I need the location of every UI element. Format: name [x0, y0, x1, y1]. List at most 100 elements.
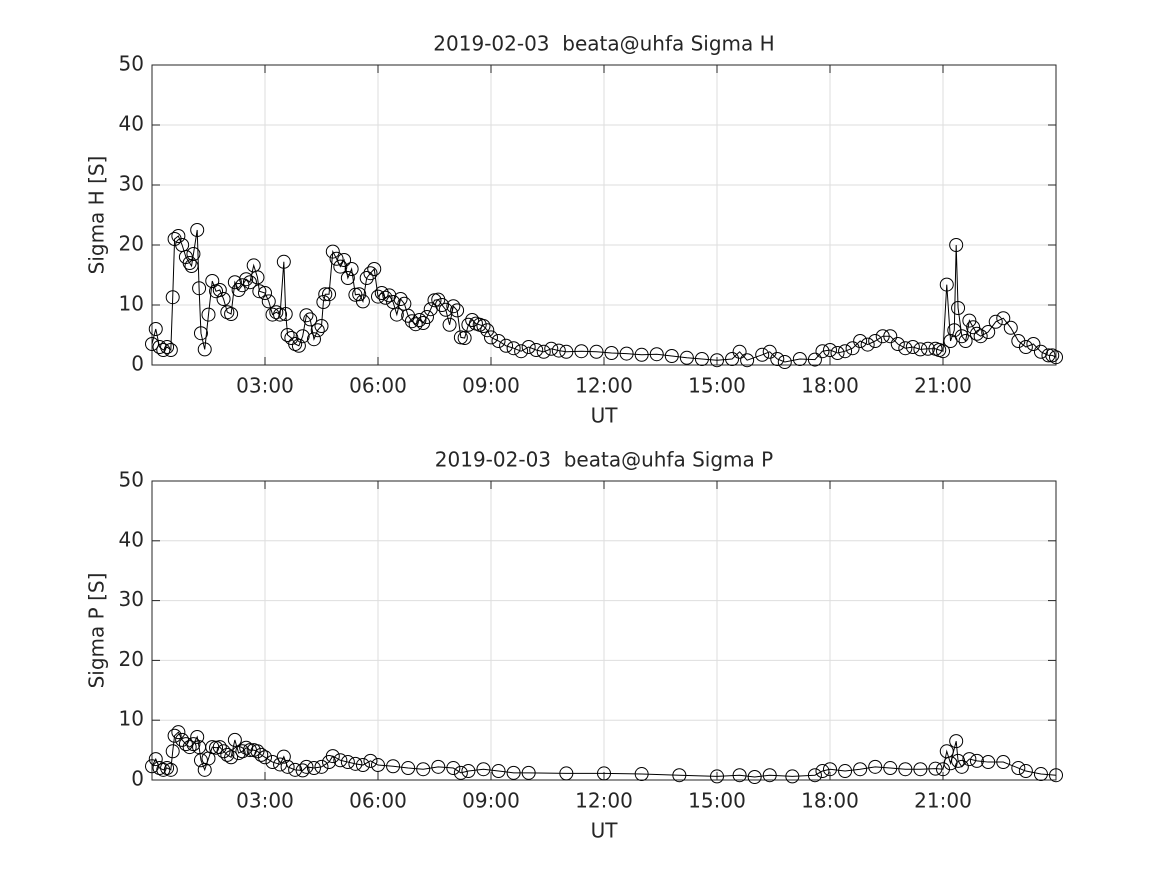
data-point [258, 750, 272, 765]
data-point [446, 299, 461, 314]
data-point [574, 344, 589, 359]
y-tick-label: 40 [119, 112, 144, 136]
data-point [355, 294, 370, 309]
data-point [269, 305, 284, 320]
data-point [521, 765, 536, 780]
data-point [435, 298, 450, 312]
data-point [969, 753, 984, 768]
data-point [261, 294, 276, 309]
data-point [337, 253, 352, 267]
data-point [239, 272, 254, 287]
y-tick-label: 30 [119, 172, 144, 196]
data-point [943, 756, 958, 771]
data-point [288, 762, 303, 777]
x-tick-label: 15:00 [688, 789, 746, 813]
chart-title: 2019-02-03 beata@uhfa Sigma H [433, 32, 774, 56]
data-point [209, 740, 224, 755]
x-axis-label: UT [591, 819, 619, 843]
data-point [890, 337, 905, 351]
data-point [770, 352, 785, 366]
data-point [838, 344, 853, 359]
data-point [273, 757, 288, 772]
data-point [310, 323, 325, 338]
data-point [276, 749, 291, 764]
x-tick-label: 21:00 [914, 789, 972, 813]
data-point [386, 295, 401, 309]
x-tick-label: 09:00 [462, 374, 520, 398]
data-point [171, 725, 186, 740]
data-point [807, 768, 822, 783]
data-point [939, 277, 954, 292]
data-point [193, 753, 208, 768]
data-point [958, 334, 973, 348]
data-point [649, 347, 664, 362]
data-point [344, 262, 359, 276]
data-point [1033, 767, 1048, 782]
data-point [280, 759, 295, 774]
data-point [913, 342, 928, 357]
data-point [363, 266, 378, 281]
data-point [227, 275, 242, 290]
data-point [920, 341, 935, 356]
data-point [868, 759, 883, 774]
data-point [589, 344, 604, 359]
data-point [193, 326, 208, 341]
data-point [299, 759, 314, 774]
data-point [340, 755, 355, 770]
data-point [996, 755, 1011, 770]
data-point [160, 340, 175, 354]
data-point [205, 274, 220, 288]
data-point [476, 319, 491, 333]
data-point [182, 256, 197, 270]
chart-title: 2019-02-03 beata@uhfa Sigma P [435, 448, 773, 472]
data-point [634, 347, 649, 362]
data-point [145, 759, 159, 774]
data-point [491, 764, 506, 779]
data-point [167, 728, 182, 743]
data-point [303, 312, 318, 327]
data-point [664, 349, 679, 363]
data-point [192, 281, 207, 296]
data-point [340, 271, 355, 285]
y-axis-label: Sigma P [S] [85, 573, 109, 689]
data-point [521, 340, 536, 354]
x-tick-label: 15:00 [688, 374, 746, 398]
data-point [619, 346, 634, 361]
y-axis-label: Sigma H [S] [85, 156, 109, 275]
data-point [762, 344, 777, 359]
data-point [165, 744, 180, 759]
data-point [969, 326, 984, 341]
data-point [506, 341, 521, 356]
data-point [212, 740, 227, 755]
data-point [815, 344, 830, 359]
data-point [231, 283, 246, 297]
data-point [962, 752, 977, 767]
data-point [190, 729, 205, 744]
data-point [442, 317, 457, 332]
data-point [461, 764, 476, 779]
data-point [224, 750, 239, 765]
data-point [480, 323, 495, 338]
data-point [378, 290, 393, 305]
data-point [242, 275, 257, 290]
data-point [224, 307, 239, 321]
data-point [250, 270, 265, 285]
data-point [725, 352, 740, 366]
data-point [374, 286, 389, 300]
data-point [408, 317, 423, 332]
data-point [1049, 350, 1063, 365]
data-point [295, 763, 310, 778]
data-point [190, 223, 205, 237]
data-point [777, 355, 792, 369]
data-point [163, 343, 178, 357]
data-point [325, 244, 340, 259]
data-point [235, 744, 250, 759]
data-point [860, 337, 875, 352]
data-point [792, 352, 807, 366]
data-point [838, 764, 853, 779]
data-point [216, 292, 231, 306]
data-point [401, 761, 416, 776]
data-point [265, 755, 280, 770]
axes-box [151, 64, 1057, 366]
data-point [1003, 320, 1018, 335]
